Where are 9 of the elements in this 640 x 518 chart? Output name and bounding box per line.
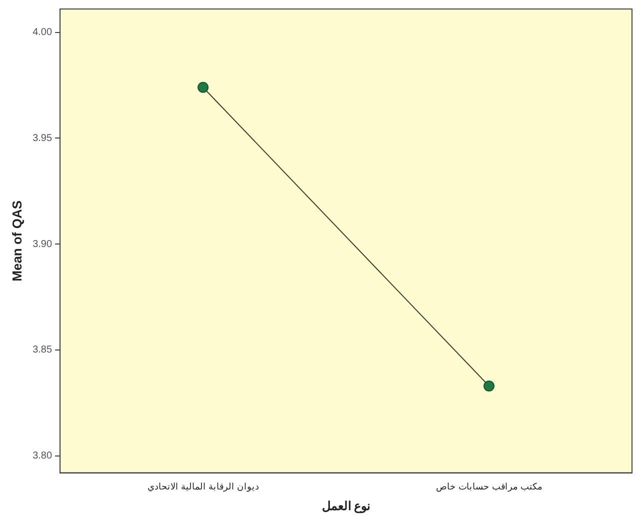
- x-axis-title: نوع العمل: [322, 499, 370, 514]
- y-tick-label: 3.80: [32, 450, 52, 462]
- y-axis-title: Mean of QAS: [9, 200, 24, 282]
- y-tick-label: 3.95: [32, 132, 52, 144]
- x-tick-label: ديوان الرقابة المالية الاتحادي: [147, 482, 259, 493]
- y-tick-label: 3.90: [32, 238, 52, 250]
- y-tick-label: 3.85: [32, 344, 52, 356]
- y-tick-label: 4.00: [32, 27, 52, 38]
- x-tick-label: مكتب مراقب حسابات خاص: [436, 482, 542, 493]
